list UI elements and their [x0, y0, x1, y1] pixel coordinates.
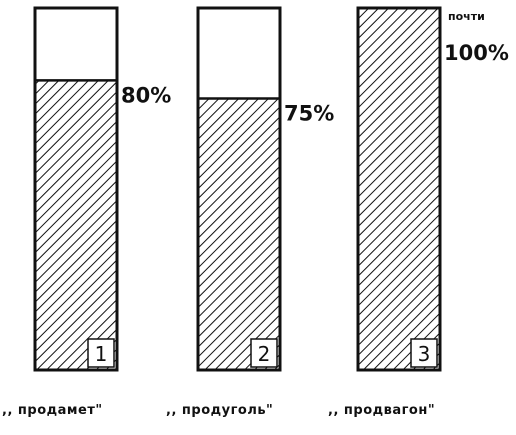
category-label-1: ,, продамет" [2, 403, 103, 418]
bar-number-box-3 [410, 338, 438, 368]
bar-fill-2 [198, 98, 280, 370]
value-label-1: 80% [121, 83, 171, 107]
category-label-2: ,, продуголь" [166, 403, 273, 418]
value-note-3: почти [448, 10, 485, 23]
value-label-3: 100% [444, 41, 509, 65]
value-label-2: 75% [284, 102, 334, 126]
bar-number-2: 2 [258, 342, 271, 366]
bar-number-box-2 [250, 338, 278, 368]
bar-number-1: 1 [95, 342, 108, 366]
bar-fill-1 [35, 80, 117, 371]
category-label-3: ,, продвагон" [328, 403, 435, 418]
bar-outline-3 [356, 6, 442, 372]
bar-outline-2 [196, 6, 282, 372]
bars-group: 1 80% ,, продамет" 2 75% ,, продуголь" 3 почти 1… [2, 6, 509, 418]
bar-outline-1 [33, 6, 119, 372]
bar-number-box-1 [87, 338, 115, 368]
bar-number-3: 3 [418, 342, 431, 366]
bar-fill-3 [358, 8, 440, 370]
